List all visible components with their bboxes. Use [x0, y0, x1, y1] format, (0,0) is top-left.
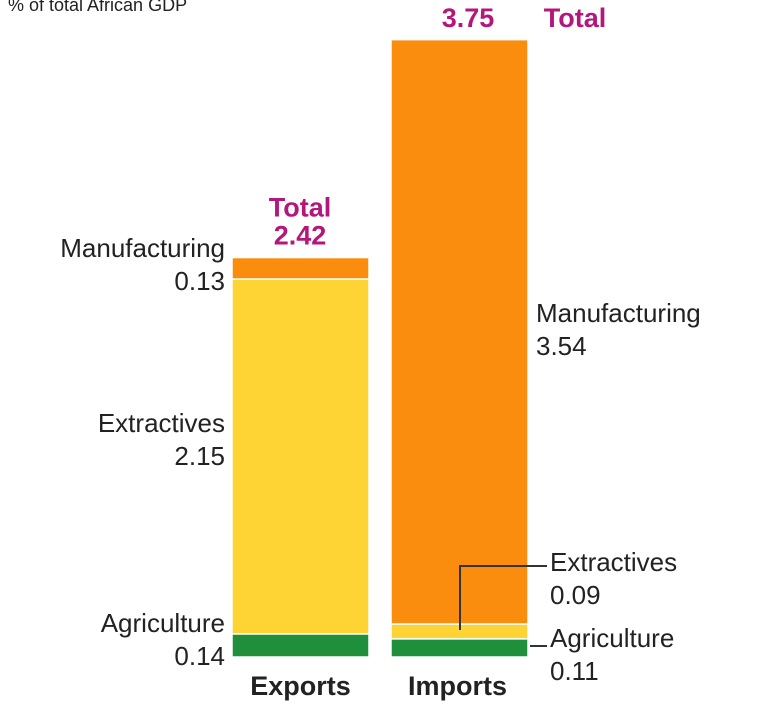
segment-name: Extractives	[550, 547, 677, 577]
value-label: 2.15	[174, 441, 225, 471]
total-value: 2.42	[274, 221, 327, 251]
chart-title: % of total African GDP	[8, 0, 187, 15]
bar-segment	[231, 278, 370, 635]
value-label: 0.09	[550, 580, 601, 610]
total-label: Total	[544, 3, 607, 33]
segment-name: Extractives	[98, 408, 225, 438]
value-label: 0.14	[174, 641, 225, 671]
total-label: Total	[269, 193, 332, 223]
bar-segment	[390, 38, 529, 625]
leader-line	[459, 565, 547, 630]
value-label: 0.11	[550, 656, 599, 686]
value-label: 0.13	[174, 266, 225, 296]
bar-segment	[231, 256, 370, 280]
segment-name: Agriculture	[101, 608, 225, 638]
bar-segment	[231, 633, 370, 658]
x-tick-label: Imports	[408, 671, 507, 701]
segment-name: Agriculture	[550, 623, 674, 653]
value-label: 3.54	[536, 331, 587, 361]
x-tick-label: Exports	[250, 671, 351, 701]
total-value: 3.75	[442, 3, 495, 33]
bar-segment	[390, 638, 529, 658]
segment-name: Manufacturing	[60, 233, 225, 263]
segment-name: Manufacturing	[536, 298, 701, 328]
